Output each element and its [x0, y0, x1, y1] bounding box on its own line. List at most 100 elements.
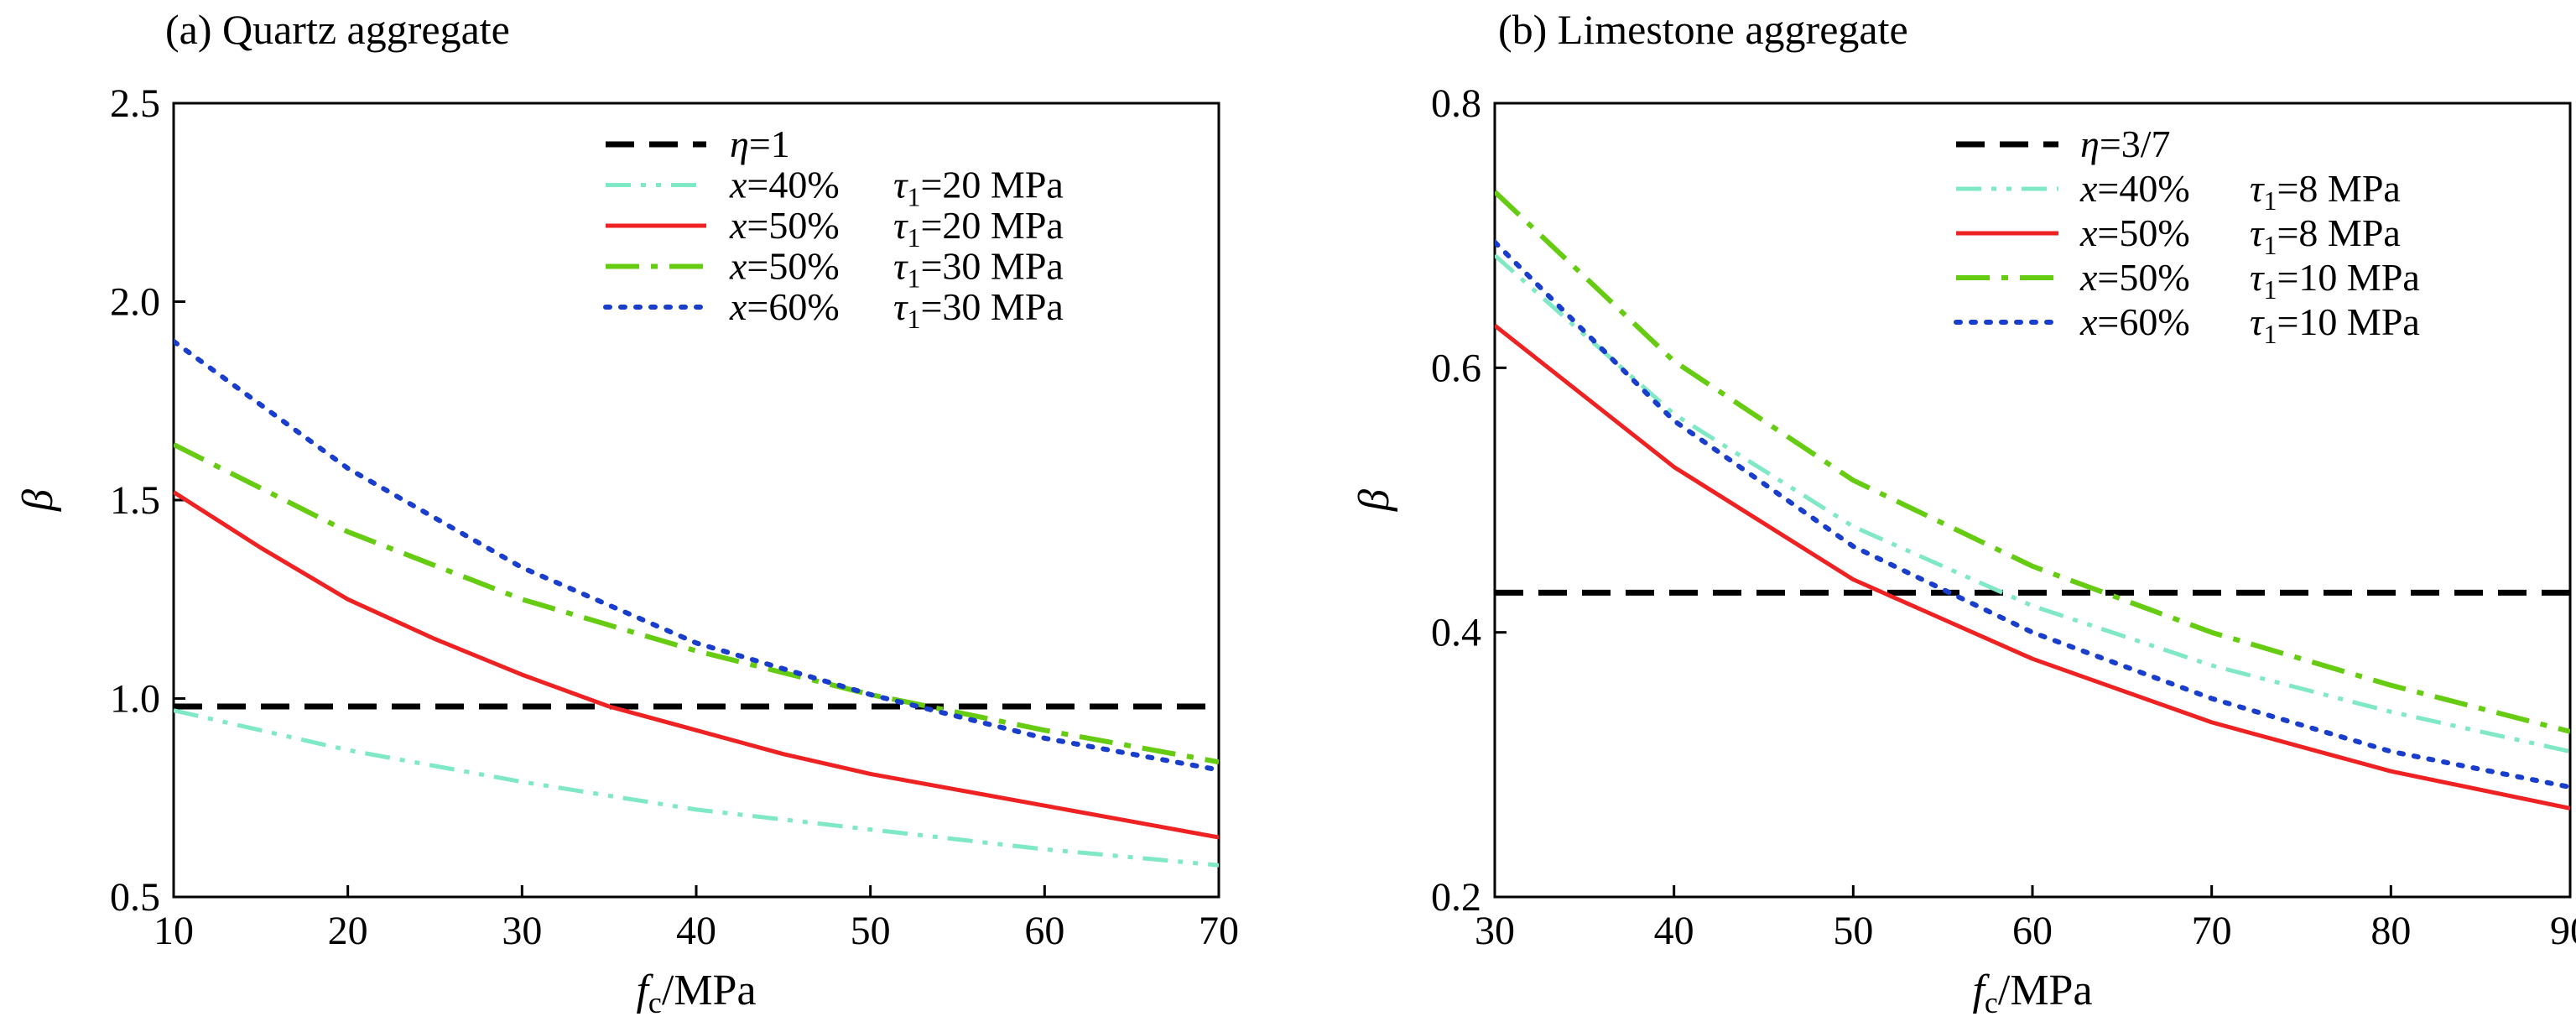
y-tick-label: 0.4 [1431, 611, 1481, 655]
legend-value: =40% [747, 164, 839, 206]
legend-tau-var: τ [2250, 300, 2265, 343]
y-tick-label: 1.0 [110, 677, 160, 722]
series-line-3 [1495, 190, 2570, 734]
legend-value: =60% [2097, 300, 2189, 343]
y-tick-label: 0.5 [110, 875, 160, 920]
legend-tau-sub: 1 [2263, 319, 2277, 349]
legend-tau-sub: 1 [907, 222, 920, 253]
x-tick-label: 70 [1199, 909, 1239, 953]
legend-tau-var: τ [893, 245, 908, 288]
x-tick-label: 80 [2370, 909, 2411, 953]
series-line-1 [174, 708, 1219, 868]
legend-tau-value: =20 MPa [920, 204, 1063, 247]
legend-tau-sub: 1 [907, 263, 920, 294]
legend-tau-var: τ [2250, 167, 2265, 210]
legend-tau-value: =20 MPa [920, 164, 1063, 206]
x-tick-label: 90 [2550, 909, 2576, 953]
x-tick-label: 60 [2012, 909, 2053, 953]
plot-frame [1493, 102, 2572, 899]
x-axis-label: fc/MPa [1972, 967, 2092, 1019]
legend-tau-4: τ1=30 MPa [893, 285, 1064, 334]
legend-value: =3/7 [2100, 123, 2171, 165]
legend-value: =40% [2097, 167, 2189, 210]
chart-panel-b: (b) Limestone aggregate 30 40 50 60 70 80 90 0.2… [1350, 6, 2576, 1019]
legend-tau-var: τ [893, 285, 908, 328]
legend-var: x [2079, 167, 2098, 210]
legend-var: η [2080, 123, 2100, 165]
x-tick-label: 10 [154, 909, 194, 953]
legend-tau-2: τ1=20 MPa [893, 204, 1064, 253]
series-line-3 [174, 442, 1219, 765]
legend-tau-sub: 1 [907, 182, 920, 212]
x-axis-label-unit: /MPa [662, 967, 757, 1014]
legend-tau-sub: 1 [2263, 230, 2277, 260]
series-line-1 [1495, 253, 2570, 754]
legend-var: x [729, 164, 747, 206]
legend-tau-sub: 1 [2263, 185, 2277, 216]
x-tick-label: 30 [1475, 909, 1515, 953]
chart-title: (b) Limestone aggregate [1498, 6, 1908, 53]
chart-title: (a) Quartz aggregate [165, 6, 510, 53]
x-tick-label: 60 [1024, 909, 1064, 953]
legend-var: x [2079, 211, 2098, 254]
legend-value: =60% [747, 285, 839, 328]
legend-tau-sub: 1 [2263, 274, 2277, 305]
legend-tau-1: τ1=20 MPa [893, 164, 1064, 212]
x-axis-label: fc/MPa [636, 967, 756, 1019]
legend-tau-2: τ1=8 MPa [2250, 211, 2401, 260]
y-tick-label: 0.6 [1431, 346, 1481, 390]
legend-value: =50% [2097, 256, 2189, 299]
legend-tau-sub: 1 [907, 304, 920, 334]
legend-var: x [729, 204, 747, 247]
legend-tau-3: τ1=10 MPa [2250, 256, 2420, 305]
legend-label-0: η=1 [730, 123, 790, 165]
series-group [1495, 190, 2570, 811]
legend-value: =50% [747, 204, 839, 247]
legend-tau-var: τ [893, 164, 908, 206]
legend-var: x [729, 285, 747, 328]
legend-label-1: x=40% [2079, 167, 2190, 210]
legend-tau-value: =8 MPa [2277, 211, 2400, 254]
legend-tau-value: =10 MPa [2277, 256, 2419, 299]
x-tick-label: 40 [1654, 909, 1694, 953]
y-tick-label: 2.5 [110, 81, 160, 126]
legend-label-0: η=3/7 [2080, 123, 2171, 165]
legend-label-3: x=50% [2079, 256, 2190, 299]
legend-value: =1 [749, 123, 790, 165]
x-axis-label-sub: c [1985, 986, 1998, 1019]
y-axis-label: β [1350, 489, 1398, 512]
x-axis-label-unit: /MPa [1998, 967, 2093, 1014]
x-tick-label: 20 [328, 909, 368, 953]
legend-tau-var: τ [2250, 256, 2265, 299]
y-axis-label: β [14, 489, 62, 512]
legend-label-4: x=60% [2079, 300, 2190, 343]
legend-tau-value: =30 MPa [920, 285, 1063, 328]
legend-label-1: x=40% [729, 164, 840, 206]
series-line-4 [174, 338, 1219, 773]
legend-label-2: x=50% [2079, 211, 2190, 254]
y-tick-label: 2.0 [110, 280, 160, 325]
legend-value: =50% [2097, 211, 2189, 254]
chart-panel-a: (a) Quartz aggregate 10 20 30 40 50 60 70 0.5 1.0… [14, 6, 1239, 1019]
legend-tau-value: =8 MPa [2277, 167, 2400, 210]
series-line-4 [1495, 239, 2570, 790]
legend-var: η [730, 123, 749, 165]
legend-tau-4: τ1=10 MPa [2250, 300, 2420, 349]
x-tick-label: 30 [502, 909, 542, 953]
series-line-2 [1495, 323, 2570, 811]
legend-label-4: x=60% [729, 285, 840, 328]
legend-var: x [2079, 256, 2098, 299]
x-tick-label: 40 [676, 909, 716, 953]
series-group [174, 338, 1219, 868]
legend-label-3: x=50% [729, 245, 840, 288]
x-tick-label: 50 [1833, 909, 1873, 953]
legend-value: =50% [747, 245, 839, 288]
y-tick-label: 0.8 [1431, 81, 1481, 126]
y-tick-label: 0.2 [1431, 875, 1481, 920]
series-line-2 [174, 490, 1219, 840]
x-axis-label-sub: c [648, 986, 662, 1019]
legend-tau-var: τ [893, 204, 908, 247]
